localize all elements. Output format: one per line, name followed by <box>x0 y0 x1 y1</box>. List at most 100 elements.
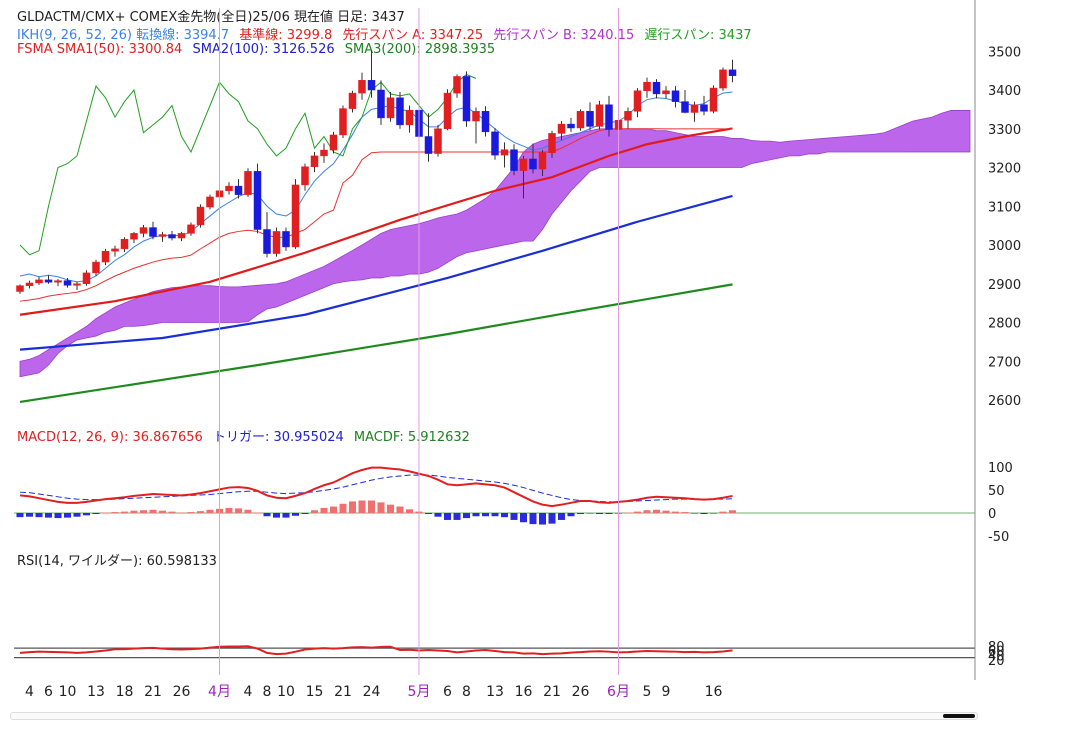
candle-body <box>443 92 452 129</box>
chart-scrollbar[interactable] <box>10 712 978 720</box>
x-tick: 5 <box>643 684 652 700</box>
x-tick: 21 <box>144 684 162 700</box>
candle-body <box>187 224 195 234</box>
candle-body <box>472 111 480 122</box>
candle-body <box>149 227 157 237</box>
macdf-bar <box>368 500 375 513</box>
rsi-y-tick: 80 <box>988 640 1005 655</box>
chart-canvas[interactable]: 2600 2700 2800 2900 3000 3100 3200 3300 3400 3500… <box>0 0 1076 712</box>
candle-body <box>73 283 81 286</box>
macdf-bar <box>83 513 90 516</box>
tenkan-line <box>19 91 733 283</box>
scrollbar-thumb[interactable] <box>943 714 975 718</box>
macd-y-tick: -50 <box>988 530 1009 545</box>
candle-body <box>35 279 43 284</box>
sma2-line <box>19 194 733 351</box>
x-tick: 10 <box>59 684 77 700</box>
macdf-bar <box>330 506 337 513</box>
macd-y-tick: 0 <box>988 507 996 522</box>
x-tick: 24 <box>363 684 381 700</box>
macdf-bar <box>16 513 24 518</box>
macdf-bar <box>225 507 233 513</box>
candle-body <box>728 69 737 76</box>
candle-body <box>709 87 718 112</box>
macdf-bar <box>130 510 138 513</box>
macdf-bar <box>643 510 651 513</box>
legend-trigger: トリガー: 30.955024 <box>212 430 344 445</box>
x-tick: 16 <box>515 684 533 700</box>
x-tick: 10 <box>277 684 295 700</box>
candle-body <box>491 131 499 156</box>
legend-chikou: 遅行スパン: 3437 <box>644 28 752 43</box>
macdf-bar <box>605 513 613 514</box>
candle-body <box>16 285 24 292</box>
candle-body <box>320 149 328 157</box>
macdf-bar <box>320 507 328 513</box>
candle-body <box>196 206 205 226</box>
legend-sma2: SMA2(100): 3126.526 <box>192 42 335 57</box>
macd-y-tick: 50 <box>988 484 1005 499</box>
macdf-bar <box>558 513 565 520</box>
sma-legend: FSMA SMA1(50): 3300.84 SMA2(100): 3126.5… <box>17 42 501 57</box>
candle-body <box>386 97 395 119</box>
macdf-bar <box>377 502 385 513</box>
legend-tenkan: IKH(9, 26, 52, 26) 転換線: 3394.7 <box>17 28 230 43</box>
candle-body <box>690 104 699 113</box>
candle-body <box>54 280 62 283</box>
macdf-bar <box>510 513 518 520</box>
x-tick: 26 <box>572 684 590 700</box>
macdf-bar <box>206 509 214 513</box>
candle-body <box>206 196 214 208</box>
candle-body <box>253 171 262 230</box>
candle-body <box>462 76 471 122</box>
kijun-line <box>19 128 733 302</box>
x-tick: 16 <box>705 684 723 700</box>
candle-body <box>234 185 243 195</box>
macdf-bar <box>64 513 71 518</box>
macdf-bar <box>301 513 309 514</box>
legend-span-b: 先行スパン B: 3240.15 <box>493 28 635 43</box>
macdf-bar <box>634 511 641 513</box>
x-month-label: 5月 <box>408 684 431 700</box>
candle-body <box>567 123 575 129</box>
candle-body <box>481 111 490 133</box>
legend-macdf: MACDF: 5.912632 <box>353 430 470 445</box>
macdf-bar <box>567 513 575 517</box>
candle-body <box>510 149 518 171</box>
x-tick: 4 <box>25 684 34 700</box>
macdf-bar <box>672 511 679 513</box>
candle-body <box>424 136 433 154</box>
macdf-bar <box>197 511 204 513</box>
macdf-bar <box>311 510 318 513</box>
price-y-tick: 2600 <box>988 394 1021 409</box>
macdf-bar <box>425 513 432 514</box>
x-tick: 8 <box>263 684 272 700</box>
macd-y-tick: 100 <box>988 461 1013 476</box>
candle-body <box>44 279 53 283</box>
ichimoku-cloud <box>19 110 971 378</box>
candle-body <box>177 233 186 239</box>
macd-line <box>19 466 733 508</box>
candle-body <box>548 133 556 154</box>
candle-body <box>111 248 119 252</box>
macdf-bar <box>102 512 109 514</box>
candle-body <box>329 134 338 151</box>
candle-body <box>633 90 642 112</box>
x-tick: 26 <box>173 684 191 700</box>
rsi-y-tick: 40 <box>988 649 1005 664</box>
price-y-tick: 3200 <box>988 162 1021 177</box>
macdf-bar <box>92 513 100 514</box>
macdf-bar <box>282 513 290 518</box>
macdf-bar <box>149 509 157 513</box>
macdf-bar <box>35 513 43 518</box>
x-tick: 21 <box>543 684 561 700</box>
candle-body <box>358 80 366 94</box>
macdf-bar <box>121 511 128 513</box>
candle-body <box>25 282 34 286</box>
candle-body <box>158 234 167 237</box>
macdf-bar <box>273 513 280 518</box>
x-tick: 13 <box>87 684 105 700</box>
candle-body <box>405 109 414 126</box>
legend-macd: MACD(12, 26, 9): 36.867656 <box>17 430 203 445</box>
price-panel <box>16 50 971 404</box>
